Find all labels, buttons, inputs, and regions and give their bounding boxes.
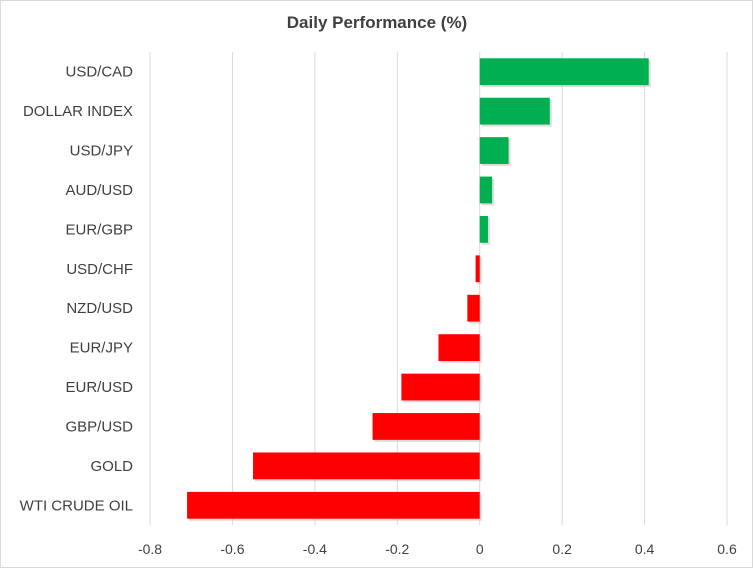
x-tick-labels: -0.8 -0.6 -0.4 -0.2 0 0.2 0.4 0.6 xyxy=(138,541,737,557)
bar xyxy=(479,215,488,243)
x-tick-label: 0.6 xyxy=(717,541,737,557)
gridlines xyxy=(149,52,728,525)
x-tick-label: 0.4 xyxy=(635,541,655,557)
category-label: EUR/GBP xyxy=(65,221,133,238)
category-label: USD/CAD xyxy=(65,64,133,81)
bar xyxy=(187,491,480,519)
category-label: NZD/USD xyxy=(66,300,133,317)
x-tick-label: -0.6 xyxy=(220,541,244,557)
x-tick-label: 0 xyxy=(476,541,484,557)
bar xyxy=(479,58,649,86)
bar xyxy=(475,255,480,283)
category-label: USD/CHF xyxy=(66,261,133,278)
bar xyxy=(479,176,493,204)
bar xyxy=(479,97,550,125)
category-label: USD/JPY xyxy=(70,143,133,160)
chart-title: Daily Performance (%) xyxy=(287,13,467,32)
x-tick-label: -0.8 xyxy=(138,541,162,557)
bar xyxy=(467,294,480,322)
bars xyxy=(187,58,651,521)
category-label: EUR/JPY xyxy=(70,340,133,357)
category-label: EUR/USD xyxy=(65,379,133,396)
bar xyxy=(479,137,509,164)
category-label: DOLLAR INDEX xyxy=(23,103,133,120)
category-labels: USD/CAD DOLLAR INDEX USD/JPY AUD/USD EUR/GBP… xyxy=(20,64,134,515)
x-tick-label: -0.2 xyxy=(385,541,409,557)
bar xyxy=(438,334,480,362)
category-label: AUD/USD xyxy=(65,182,133,199)
category-label: WTI CRUDE OIL xyxy=(20,497,133,514)
bar xyxy=(372,413,480,440)
bar xyxy=(253,452,480,480)
category-label: GBP/USD xyxy=(65,418,133,435)
x-tick-label: 0.2 xyxy=(552,541,572,557)
x-tick-label: -0.4 xyxy=(303,541,327,557)
bar xyxy=(401,373,480,401)
category-label: GOLD xyxy=(90,458,133,475)
